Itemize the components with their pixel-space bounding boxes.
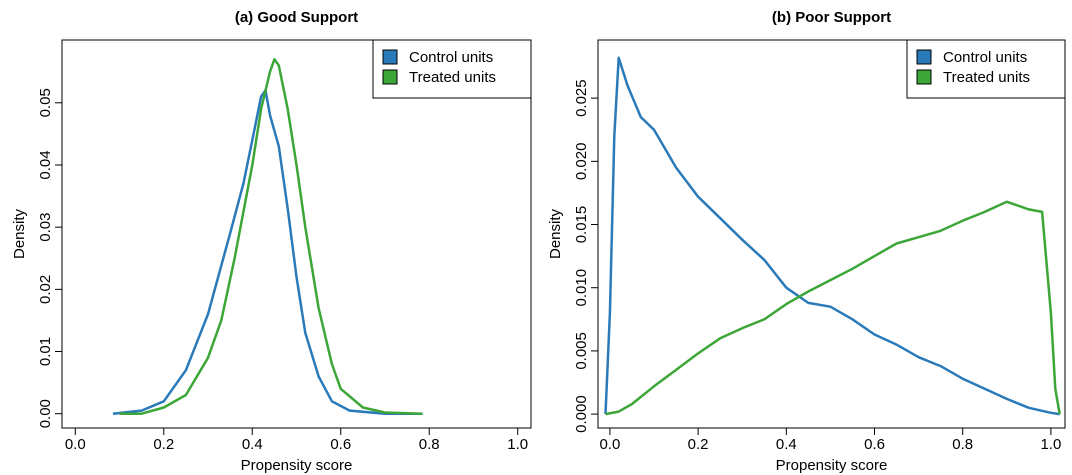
x-tick-label: 0.8 bbox=[419, 436, 440, 453]
density-line bbox=[119, 58, 423, 415]
density-line bbox=[112, 89, 423, 415]
x-tick-label: 0.6 bbox=[864, 436, 885, 453]
legend-label: Treated units bbox=[409, 69, 496, 86]
x-tick-label: 0.6 bbox=[330, 436, 351, 453]
y-tick-label: 0.05 bbox=[37, 88, 54, 117]
legend-swatch bbox=[916, 69, 932, 85]
y-axis-label: Density bbox=[547, 208, 564, 259]
x-axis-label: Propensity score bbox=[241, 457, 353, 474]
x-tick-label: 0.8 bbox=[952, 436, 973, 453]
y-tick-label: 0.00 bbox=[37, 399, 54, 428]
y-tick-label: 0.025 bbox=[573, 79, 590, 117]
x-axis-label: Propensity score bbox=[776, 457, 888, 474]
y-tick-label: 0.020 bbox=[573, 143, 590, 181]
y-tick-label: 0.000 bbox=[573, 395, 590, 433]
legend-label: Control units bbox=[943, 49, 1027, 66]
y-tick-label: 0.02 bbox=[37, 275, 54, 304]
y-tick-label: 0.04 bbox=[37, 150, 54, 179]
density-line bbox=[605, 200, 1061, 416]
y-tick-label: 0.01 bbox=[37, 337, 54, 366]
y-tick-label: 0.015 bbox=[573, 206, 590, 244]
x-tick-label: 0.2 bbox=[688, 436, 709, 453]
y-axis-label: Density bbox=[11, 208, 28, 259]
plot-frame bbox=[61, 39, 532, 429]
x-tick-label: 1.0 bbox=[1040, 436, 1061, 453]
legend-swatch bbox=[382, 49, 398, 65]
y-tick-label: 0.03 bbox=[37, 213, 54, 242]
x-tick-label: 0.2 bbox=[153, 436, 174, 453]
legend-box bbox=[906, 39, 1066, 99]
x-tick-label: 0.0 bbox=[599, 436, 620, 453]
chart-title: (a) Good Support bbox=[235, 9, 358, 26]
legend-label: Control units bbox=[409, 49, 493, 66]
y-tick-label: 0.010 bbox=[573, 269, 590, 307]
legend-swatch bbox=[916, 49, 932, 65]
legend-box bbox=[372, 39, 532, 99]
legend-label: Treated units bbox=[943, 69, 1030, 86]
x-tick-label: 0.0 bbox=[65, 436, 86, 453]
x-tick-label: 1.0 bbox=[507, 436, 528, 453]
chart-title: (b) Poor Support bbox=[772, 9, 891, 26]
density-line bbox=[604, 56, 1060, 416]
legend-swatch bbox=[382, 69, 398, 85]
y-tick-label: 0.005 bbox=[573, 332, 590, 370]
x-tick-label: 0.4 bbox=[242, 436, 263, 453]
plot-frame bbox=[597, 39, 1066, 429]
x-tick-label: 0.4 bbox=[776, 436, 797, 453]
